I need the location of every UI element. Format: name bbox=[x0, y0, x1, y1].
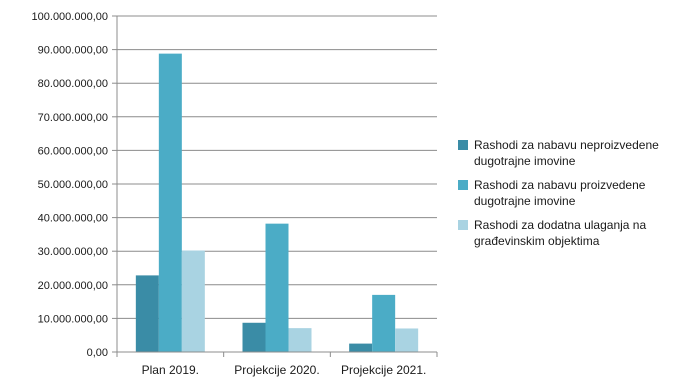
y-tick-label: 80.000.000,00 bbox=[38, 78, 108, 90]
legend-item-proizvedene: Rashodi za nabavu proizvedene dugotrajne… bbox=[458, 177, 672, 209]
y-axis-tick-labels: 0,00 10.000.000,00 20.000.000,00 30.000.000… bbox=[32, 11, 108, 359]
bar-1-1 bbox=[135, 275, 159, 352]
legend: Rashodi za nabavu neproizvedene dugotraj… bbox=[458, 137, 672, 257]
y-tick-label: 70.000.000,00 bbox=[38, 112, 108, 124]
bar-3-3 bbox=[395, 328, 419, 352]
bar-2-2 bbox=[265, 223, 289, 352]
bar-1-2 bbox=[242, 322, 266, 352]
bar-1-3 bbox=[349, 343, 373, 352]
y-tick-label: 40.000.000,00 bbox=[38, 213, 108, 225]
legend-label-neproizvedene: Rashodi za nabavu neproizvedene dugotraj… bbox=[474, 138, 659, 168]
axes bbox=[116, 16, 438, 357]
bar-3-1 bbox=[181, 250, 205, 352]
legend-swatch-gradevinski bbox=[458, 220, 468, 230]
y-tick-label: 100.000.000,00 bbox=[32, 11, 108, 23]
x-category-label: Plan 2019. bbox=[142, 363, 199, 377]
x-category-label: Projekcije 2021. bbox=[341, 363, 426, 377]
legend-label-proizvedene: Rashodi za nabavu proizvedene dugotrajne… bbox=[474, 178, 646, 208]
legend-swatch-proizvedene bbox=[458, 180, 468, 190]
bar-2-3 bbox=[372, 294, 396, 352]
y-tick-label: 50.000.000,00 bbox=[38, 179, 108, 191]
bar-3-2 bbox=[288, 328, 312, 352]
y-tick-label: 20.000.000,00 bbox=[38, 280, 108, 292]
y-tick-label: 90.000.000,00 bbox=[38, 45, 108, 57]
legend-label-gradevinski: Rashodi za dodatna ulaganja na građevins… bbox=[474, 218, 647, 248]
y-tick-label: 60.000.000,00 bbox=[38, 145, 108, 157]
x-axis-category-labels: Plan 2019. Projekcije 2020. Projekcije 202… bbox=[142, 363, 427, 377]
y-tick-label: 10.000.000,00 bbox=[38, 313, 108, 325]
y-tick-label: 0,00 bbox=[87, 347, 108, 359]
legend-swatch-neproizvedene bbox=[458, 140, 468, 150]
x-category-label: Projekcije 2020. bbox=[234, 363, 319, 377]
bars bbox=[135, 53, 419, 353]
bar-2-1 bbox=[158, 53, 182, 353]
legend-item-neproizvedene: Rashodi za nabavu neproizvedene dugotraj… bbox=[458, 137, 672, 169]
y-tick-label: 30.000.000,00 bbox=[38, 246, 108, 258]
legend-item-gradevinski: Rashodi za dodatna ulaganja na građevins… bbox=[458, 217, 672, 249]
